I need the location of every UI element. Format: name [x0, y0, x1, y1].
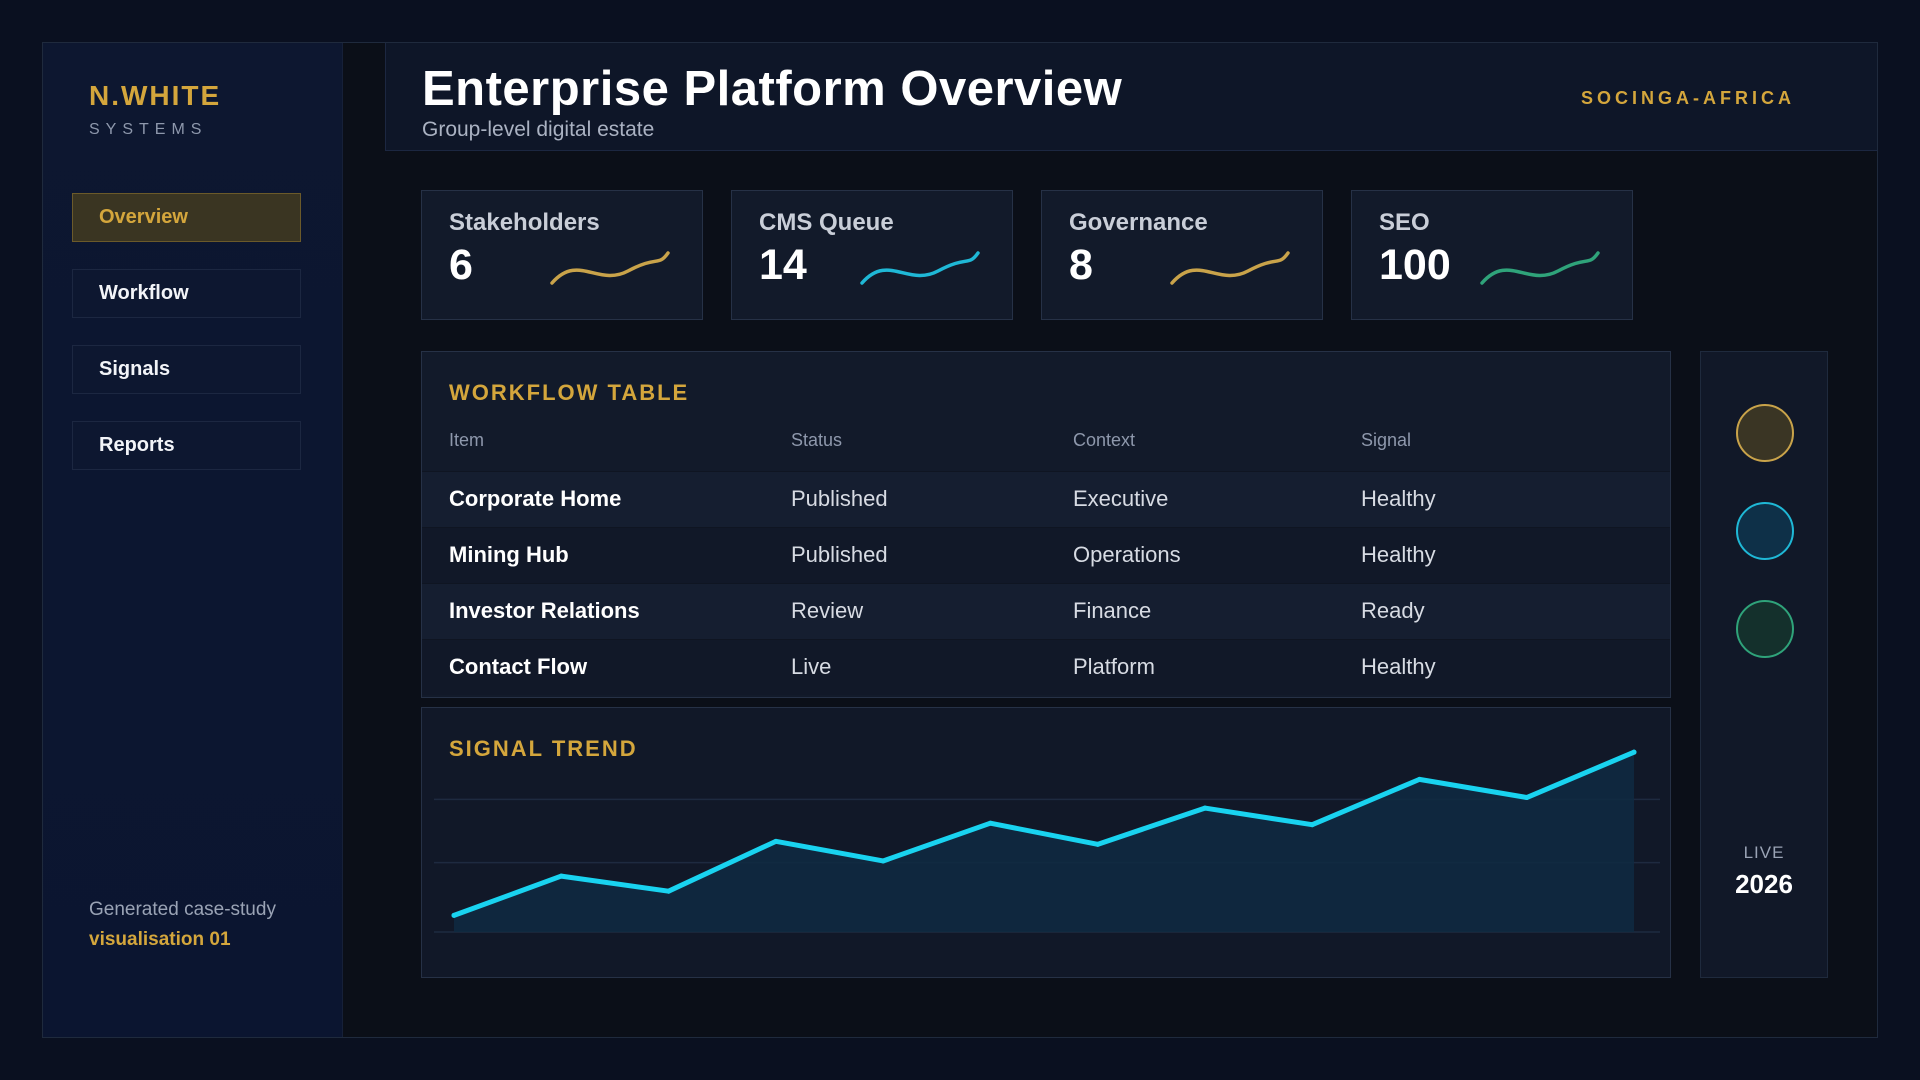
- table-cell-signal: Healthy: [1361, 654, 1436, 679]
- table-cell-item: Mining Hub: [449, 542, 569, 567]
- stat-card-value: 6: [449, 241, 473, 289]
- brand-title: N.WHITE: [89, 80, 222, 111]
- year-label: 2026: [1735, 869, 1793, 899]
- chart-data-point: [880, 858, 886, 864]
- stat-card-label: SEO: [1379, 209, 1430, 236]
- chart-data-point: [1416, 776, 1422, 782]
- sidebar: N.WHITE SYSTEMS Overview Workflow Signal…: [43, 43, 343, 1037]
- chart-data-point: [1524, 795, 1530, 801]
- chart-area-fill: [454, 752, 1634, 932]
- sidebar-footer-highlight: visualisation 01: [89, 929, 231, 950]
- sparkline-path: [860, 251, 980, 285]
- signal-trend-panel: SIGNAL TREND: [421, 707, 1671, 978]
- table-cell-item: Investor Relations: [449, 598, 640, 623]
- sparkline-icon: [860, 251, 980, 285]
- table-cell-signal: Healthy: [1361, 486, 1436, 511]
- table-cell-item: Corporate Home: [449, 486, 622, 511]
- organisation-label: SOCINGA-AFRICA: [1581, 88, 1795, 108]
- stat-card-stakeholders[interactable]: Stakeholders 6: [421, 190, 703, 320]
- chart-data-point: [1202, 805, 1208, 811]
- page-header: Enterprise Platform Overview Group-level…: [385, 43, 1877, 151]
- live-label: LIVE: [1743, 843, 1785, 862]
- signal-trend-title: SIGNAL TREND: [449, 736, 638, 761]
- table-row[interactable]: Corporate Home Published Executive Healt…: [422, 471, 1670, 527]
- chart-data-point: [1095, 841, 1101, 847]
- column-header-status[interactable]: Status: [791, 430, 843, 450]
- column-header-context[interactable]: Context: [1073, 430, 1136, 450]
- chart-data-point: [666, 888, 672, 894]
- table-cell-status: Review: [791, 598, 864, 623]
- table-row[interactable]: Investor Relations Review Finance Ready: [422, 583, 1670, 639]
- chart-data-point: [558, 873, 564, 879]
- gold-status-dot[interactable]: [1736, 404, 1794, 462]
- sidebar-item-overview[interactable]: Overview: [72, 193, 301, 242]
- stat-card-governance[interactable]: Governance 8: [1041, 190, 1323, 320]
- brand-subtitle: SYSTEMS: [89, 121, 208, 138]
- sparkline-path: [1480, 251, 1600, 285]
- sidebar-item-signals[interactable]: Signals: [72, 345, 301, 394]
- sidebar-footer-caption: Generated case-study: [89, 899, 276, 920]
- column-header-signal[interactable]: Signal: [1361, 430, 1412, 450]
- stat-card-label: Governance: [1069, 209, 1208, 236]
- sparkline-icon: [550, 251, 670, 285]
- sidebar-item-reports[interactable]: Reports: [72, 421, 301, 470]
- chart-data-point: [451, 912, 457, 918]
- status-rail: LIVE 2026: [1700, 351, 1828, 978]
- signal-trend-chart: [434, 749, 1660, 933]
- chart-data-point: [1309, 822, 1315, 828]
- page-title: Enterprise Platform Overview: [422, 62, 1123, 116]
- workflow-table: WORKFLOW TABLE Item Status Context Signa…: [421, 351, 1671, 698]
- green-status-dot[interactable]: [1736, 600, 1794, 658]
- app-window: N.WHITE SYSTEMS Overview Workflow Signal…: [42, 42, 1878, 1038]
- cyan-status-dot[interactable]: [1736, 502, 1794, 560]
- chart-data-point: [773, 838, 779, 844]
- stat-card-label: Stakeholders: [449, 209, 600, 236]
- table-cell-context: Operations: [1073, 542, 1181, 567]
- table-cell-status: Published: [791, 542, 888, 567]
- chart-data-point: [987, 820, 993, 826]
- table-cell-signal: Ready: [1361, 598, 1425, 623]
- table-cell-context: Executive: [1073, 486, 1169, 511]
- stat-card-value: 14: [759, 241, 807, 289]
- stat-card-label: CMS Queue: [759, 209, 894, 236]
- chart-series-line: [451, 749, 1637, 918]
- stat-card-value: 100: [1379, 241, 1451, 289]
- table-cell-item: Contact Flow: [449, 654, 588, 679]
- stat-card-value: 8: [1069, 241, 1093, 289]
- sparkline-icon: [1170, 251, 1290, 285]
- sparkline-path: [1170, 251, 1290, 285]
- table-cell-context: Finance: [1073, 598, 1152, 623]
- table-cell-context: Platform: [1073, 654, 1155, 679]
- stat-card-cms-queue[interactable]: CMS Queue 14: [731, 190, 1013, 320]
- sparkline-path: [550, 251, 670, 285]
- table-row[interactable]: Mining Hub Published Operations Healthy: [422, 527, 1670, 583]
- chart-data-point: [1631, 749, 1637, 755]
- sidebar-item-workflow[interactable]: Workflow: [72, 269, 301, 318]
- page-subtitle: Group-level digital estate: [422, 118, 655, 141]
- table-row[interactable]: Contact Flow Live Platform Healthy: [422, 639, 1670, 695]
- workflow-table-title: WORKFLOW TABLE: [449, 380, 690, 405]
- stat-card-seo[interactable]: SEO 100: [1351, 190, 1633, 320]
- table-cell-status: Published: [791, 486, 888, 511]
- table-cell-status: Live: [791, 654, 832, 679]
- table-cell-signal: Healthy: [1361, 542, 1436, 567]
- column-header-item[interactable]: Item: [449, 430, 485, 450]
- sparkline-icon: [1480, 251, 1600, 285]
